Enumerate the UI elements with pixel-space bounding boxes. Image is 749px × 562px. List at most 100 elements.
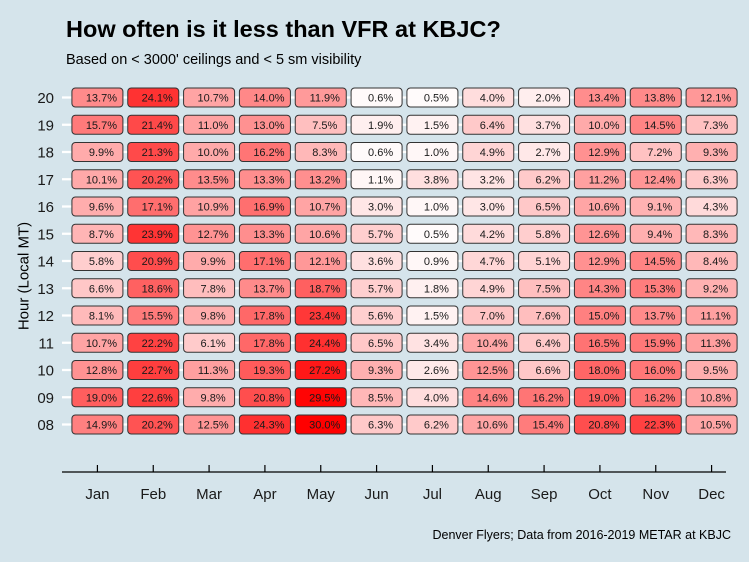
cell-value-label: 13.5% <box>197 174 228 186</box>
heatmap-cell-rect <box>294 305 347 326</box>
heatmap-cell-rect <box>127 169 180 190</box>
heatmap-cell: 17.1% <box>238 251 291 271</box>
heatmap-cell: 24.1% <box>127 87 180 108</box>
heatmap-cell: 10.9% <box>183 196 236 217</box>
heatmap-cell: 13.7% <box>629 305 682 326</box>
cell-value-label: 9.3% <box>368 365 393 377</box>
heatmap-cell: 6.6% <box>518 360 571 380</box>
heatmap-cell: 10.5% <box>685 414 738 435</box>
heatmap-cell-rect <box>183 414 236 435</box>
heatmap-cell-rect <box>406 278 459 299</box>
cell-value-label: 1.8% <box>424 283 449 295</box>
heatmap-cell-rect <box>685 360 738 380</box>
heatmap-cell: 9.1% <box>629 196 682 217</box>
heatmap-cell-rect <box>127 305 180 326</box>
cell-value-label: 11.2% <box>589 174 620 186</box>
cell-value-label: 24.1% <box>142 93 173 105</box>
heatmap-cell: 13.4% <box>573 87 626 108</box>
heatmap-cell: 9.5% <box>685 360 738 380</box>
cell-value-label: 4.0% <box>480 93 505 105</box>
heatmap-cell-rect <box>462 223 515 244</box>
cell-value-label: 19.0% <box>86 392 117 404</box>
heatmap-cell-rect <box>462 196 515 217</box>
heatmap-cell-rect <box>238 169 291 190</box>
heatmap-cell-rect <box>350 360 403 380</box>
heatmap-cell-rect <box>294 169 347 190</box>
heatmap-cell-rect <box>406 196 459 217</box>
cell-value-label: 12.5% <box>197 420 228 432</box>
heatmap-cell-rect <box>685 387 738 408</box>
heatmap-cell-rect <box>183 305 236 326</box>
cell-value-label: 15.4% <box>532 420 563 432</box>
heatmap-cell: 5.8% <box>518 223 571 244</box>
heatmap-cell: 9.6% <box>71 196 124 217</box>
heatmap-cell-rect <box>71 305 124 326</box>
cell-value-label: 7.5% <box>536 283 561 295</box>
heatmap-cell-rect <box>183 142 236 162</box>
heatmap-cell: 3.4% <box>406 332 459 353</box>
heatmap-cell-rect <box>294 387 347 408</box>
cell-value-label: 3.4% <box>424 338 449 350</box>
heatmap-cell: 12.5% <box>462 360 515 380</box>
heatmap-cell: 0.5% <box>406 87 459 108</box>
cell-value-label: 7.5% <box>312 120 337 132</box>
heatmap-cell-rect <box>127 360 180 380</box>
heatmap-cell: 16.2% <box>518 387 571 408</box>
heatmap-cell-rect <box>629 414 682 435</box>
heatmap-cell: 14.9% <box>71 414 124 435</box>
heatmap-cell: 4.2% <box>462 223 515 244</box>
heatmap-cell: 15.9% <box>629 332 682 353</box>
heatmap-cell-rect <box>573 114 626 135</box>
cell-value-label: 6.2% <box>536 174 561 186</box>
cell-value-label: 6.4% <box>536 338 561 350</box>
heatmap-cell: 1.8% <box>406 278 459 299</box>
x-tick-label: Oct <box>588 486 612 503</box>
cell-value-label: 16.2% <box>644 392 675 404</box>
heatmap-cell-rect <box>238 360 291 380</box>
heatmap-cell: 4.3% <box>685 196 738 217</box>
heatmap-cell: 18.0% <box>573 360 626 380</box>
cell-value-label: 3.8% <box>424 174 449 186</box>
cell-value-label: 13.7% <box>86 93 117 105</box>
heatmap-cell: 7.2% <box>629 142 682 162</box>
cell-value-label: 10.4% <box>477 338 508 350</box>
heatmap-cell-rect <box>183 278 236 299</box>
heatmap-cell: 22.2% <box>127 332 180 353</box>
heatmap-cell: 12.9% <box>573 142 626 162</box>
cell-value-label: 10.6% <box>309 229 340 241</box>
heatmap-cell: 0.6% <box>350 87 403 108</box>
heatmap-cell-rect <box>406 223 459 244</box>
cell-value-label: 16.2% <box>253 147 284 159</box>
heatmap-cell: 5.7% <box>350 223 403 244</box>
heatmap-cell: 15.0% <box>573 305 626 326</box>
heatmap-cell: 13.0% <box>238 114 291 135</box>
cell-value-label: 12.1% <box>309 256 340 268</box>
heatmap-cell-rect <box>685 169 738 190</box>
heatmap-cell-rect <box>71 387 124 408</box>
heatmap-cell: 13.3% <box>238 169 291 190</box>
heatmap-cell: 22.7% <box>127 360 180 380</box>
heatmap-cell: 13.7% <box>71 87 124 108</box>
heatmap-cell-rect <box>406 305 459 326</box>
heatmap-cell: 3.0% <box>350 196 403 217</box>
heatmap-cell-rect <box>238 278 291 299</box>
cell-value-label: 8.3% <box>312 147 337 159</box>
axes: 20 19 18 17 16 15 14 13 12 11 10 09 08 Jan Feb Mar Apr Ma… <box>37 90 726 503</box>
heatmap-cell-rect <box>127 142 180 162</box>
cell-value-label: 14.5% <box>644 256 675 268</box>
cell-value-label: 15.5% <box>142 311 173 323</box>
cell-value-label: 9.3% <box>703 147 728 159</box>
heatmap-cell-rect <box>629 142 682 162</box>
heatmap-cell-rect <box>573 414 626 435</box>
cell-value-label: 12.1% <box>700 93 731 105</box>
heatmap-cell: 12.6% <box>573 223 626 244</box>
cell-value-label: 7.6% <box>536 311 561 323</box>
heatmap-cell: 21.3% <box>127 142 180 162</box>
cell-value-label: 12.9% <box>588 147 619 159</box>
cell-value-label: 12.7% <box>197 229 228 241</box>
cell-value-label: 30.0% <box>309 420 340 432</box>
heatmap-cell: 8.4% <box>685 251 738 271</box>
heatmap-cell: 8.7% <box>71 223 124 244</box>
heatmap-cell-rect <box>350 223 403 244</box>
heatmap-cell-rect <box>573 196 626 217</box>
